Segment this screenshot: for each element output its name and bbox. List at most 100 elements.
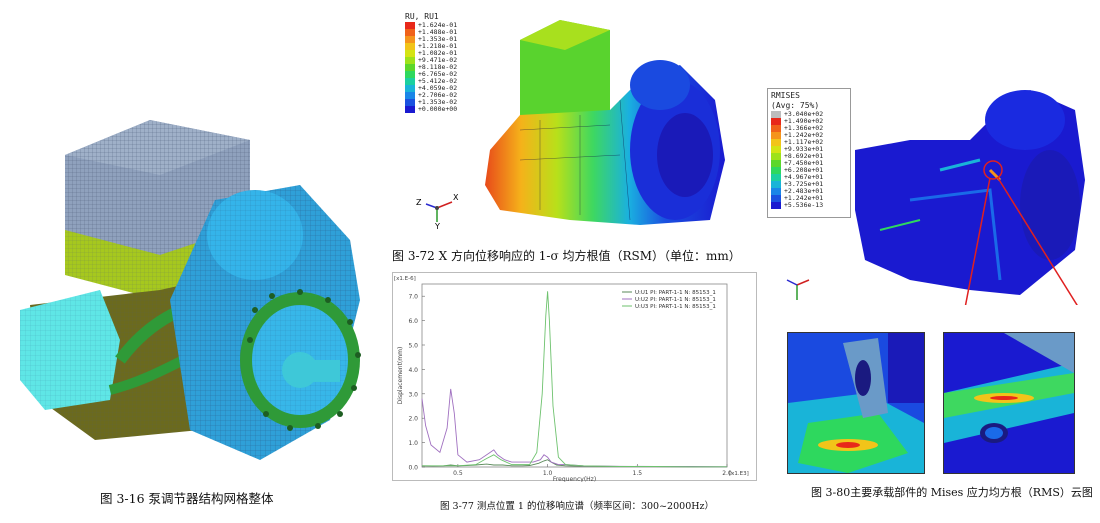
ru-legend-swatch <box>405 99 415 106</box>
ru-legend-value: +1.082e-01 <box>418 49 458 57</box>
mises-legend-row: +1.117e+02 <box>768 139 850 146</box>
mises-legend-row: +1.242e+01 <box>768 195 850 202</box>
ru-legend-value: +1.353e-02 <box>418 98 458 106</box>
mises-legend-row: +2.483e+01 <box>768 188 850 195</box>
mises-legend-swatch <box>771 146 781 153</box>
mises-legend-value: +1.242e+02 <box>784 131 824 139</box>
ru-legend-swatch <box>405 85 415 92</box>
mesh-model-panel: 图 3-16 泵调节器结构网格整体 <box>0 0 375 523</box>
mises-legend-row: +3.725e+01 <box>768 181 850 188</box>
legend-entry-2: U:U2 PI: PART-1-1 N: 85153_1 <box>635 297 716 303</box>
ru-legend-row: +2.706e-02 <box>402 92 480 99</box>
plot-area <box>421 283 728 468</box>
mises-legend: RMISES (Avg: 75%) +3.040e+02 +1.490e+02 +1… <box>767 88 851 218</box>
mises-legend-swatch <box>771 132 781 139</box>
mises-legend-swatch <box>771 167 781 174</box>
mises-legend-row: +9.933e+01 <box>768 146 850 153</box>
mises-legend-swatch <box>771 195 781 202</box>
y-tick-label: 0.0 <box>408 465 418 472</box>
ru-legend-row: +9.471e-02 <box>402 57 480 64</box>
mises-legend-value: +3.040e+02 <box>784 110 824 118</box>
fig-380-caption: 图 3-80主要承载部件的 Mises 应力均方根（RMS）云图 <box>811 486 1093 499</box>
mises-legend-value: +8.692e+01 <box>784 152 824 160</box>
mises-legend-subtitle: (Avg: 75%) <box>771 101 820 110</box>
ru-triad <box>425 201 453 222</box>
mises-legend-value: +1.490e+02 <box>784 117 824 125</box>
mises-legend-row: +1.242e+02 <box>768 132 850 139</box>
ru-legend-rows: +1.624e-01 +1.488e-01 +1.353e-01 +1.218e-01… <box>402 22 480 113</box>
ru-legend-row: +1.353e-02 <box>402 99 480 106</box>
ru-legend-swatch <box>405 78 415 85</box>
ru-legend-row: +1.488e-01 <box>402 29 480 36</box>
fig-316-caption: 图 3-16 泵调节器结构网格整体 <box>100 491 274 506</box>
mises-legend-row: +5.536e-13 <box>768 202 850 209</box>
ru-legend-value: +1.488e-01 <box>418 28 458 36</box>
ru-legend-row: +6.765e-02 <box>402 71 480 78</box>
y-tick-label: 5.0 <box>408 343 418 350</box>
ru-legend-value: +1.624e-01 <box>418 21 458 29</box>
mises-panel: RMISES (Avg: 75%) +3.040e+02 +1.490e+02 +1… <box>765 80 1100 523</box>
ru-legend-swatch <box>405 92 415 99</box>
ru-legend-value: +9.471e-02 <box>418 56 458 64</box>
ru-legend: RU, RU1 +1.624e-01 +1.488e-01 +1.353e-01 +1… <box>402 10 480 128</box>
chart-frame <box>392 272 757 481</box>
ru-legend-value: +1.353e-01 <box>418 35 458 43</box>
mises-legend-swatch <box>771 118 781 125</box>
y-tick-label: 3.0 <box>408 391 418 398</box>
ru-legend-row: +1.082e-01 <box>402 50 480 57</box>
mises-legend-swatch <box>771 202 781 209</box>
mises-zoom-right <box>943 332 1075 474</box>
mises-legend-rows: +3.040e+02 +1.490e+02 +1.366e+02 +1.242e+02… <box>768 111 850 209</box>
x-tick-label: 1.5 <box>633 470 643 477</box>
ru-legend-value: +4.059e-02 <box>418 84 458 92</box>
fig-377-caption: 图 3-77 测点位置 1 的位移响应谱（频率区间：300~2000Hz） <box>440 501 715 512</box>
mises-legend-row: +1.490e+02 <box>768 118 850 125</box>
y-tick-label: 2.0 <box>408 416 418 423</box>
mises-legend-swatch <box>771 153 781 160</box>
y-multiplier-label: [x1.E-6] <box>394 276 416 282</box>
mises-legend-value: +2.483e+01 <box>784 187 824 195</box>
mises-contour-image <box>855 90 1085 305</box>
y-tick-label: 7.0 <box>408 294 418 301</box>
ru-legend-value: +1.218e-01 <box>418 42 458 50</box>
mises-legend-value: +7.450e+01 <box>784 159 824 167</box>
legend-entry-1: U:U1 PI: PART-1-1 N: 85153_1 <box>635 290 716 296</box>
mises-legend-title: RMISES <box>771 91 800 100</box>
mises-legend-value: +9.933e+01 <box>784 145 824 153</box>
x-multiplier-label: [x1.E3] <box>729 471 749 477</box>
legend-entry-3: U:U3 PI: PART-1-1 N: 85153_1 <box>635 304 716 310</box>
mises-legend-value: +5.536e-13 <box>784 201 824 209</box>
ru-legend-value: +6.765e-02 <box>418 70 458 78</box>
fig-372-caption: 图 3-72 X 方向位移响应的 1-σ 均方根值（RSM）（单位：mm） <box>392 249 741 263</box>
mises-legend-swatch <box>771 160 781 167</box>
mises-legend-row: +7.450e+01 <box>768 160 850 167</box>
mises-legend-swatch <box>771 174 781 181</box>
ru-legend-swatch <box>405 43 415 50</box>
ru-legend-swatch <box>405 50 415 57</box>
ru-legend-value: +0.000e+00 <box>418 105 458 113</box>
series-line-3 <box>422 291 727 468</box>
mises-legend-value: +1.242e+01 <box>784 194 824 202</box>
ru-contour-panel: RU, RU1 +1.624e-01 +1.488e-01 +1.353e-01 +1… <box>390 0 760 270</box>
y-tick-label: 6.0 <box>408 318 418 325</box>
ru-legend-swatch <box>405 106 415 113</box>
mises-legend-value: +4.967e+01 <box>784 173 824 181</box>
mises-triad <box>786 279 810 300</box>
mises-legend-swatch <box>771 188 781 195</box>
ru-legend-swatch <box>405 64 415 71</box>
mises-legend-row: +3.040e+02 <box>768 111 850 118</box>
y-tick-label: 1.0 <box>408 440 418 447</box>
mises-zoom-left <box>787 332 925 474</box>
mises-legend-swatch <box>771 181 781 188</box>
ru-legend-row: +1.218e-01 <box>402 43 480 50</box>
ru-legend-row: +8.118e-02 <box>402 64 480 71</box>
ru-legend-row: +1.624e-01 <box>402 22 480 29</box>
spectrum-chart: 0.0 1.0 2.0 3.0 4.0 5.0 6.0 7.0 0.5 1.0 1.5 2.0 Freq… <box>392 272 757 483</box>
mises-legend-value: +6.208e+01 <box>784 166 824 174</box>
ru-triad-z-label: Z <box>416 198 422 207</box>
ru-triad-y-label: Y <box>435 222 440 231</box>
ru-legend-title: RU, RU1 <box>405 12 439 21</box>
ru-contour-image <box>485 20 725 225</box>
ru-legend-swatch <box>405 29 415 36</box>
ru-legend-value: +2.706e-02 <box>418 91 458 99</box>
